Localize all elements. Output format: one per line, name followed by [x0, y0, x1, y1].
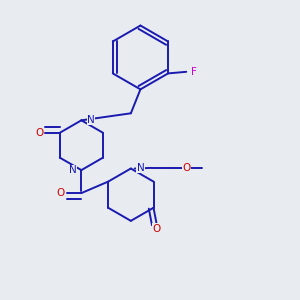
Text: O: O: [57, 188, 65, 198]
Text: O: O: [183, 163, 191, 173]
Text: N: N: [87, 115, 95, 125]
Text: N: N: [136, 163, 144, 173]
Text: O: O: [35, 128, 44, 138]
Text: N: N: [68, 165, 76, 176]
Text: F: F: [191, 67, 197, 77]
Text: O: O: [153, 224, 161, 234]
